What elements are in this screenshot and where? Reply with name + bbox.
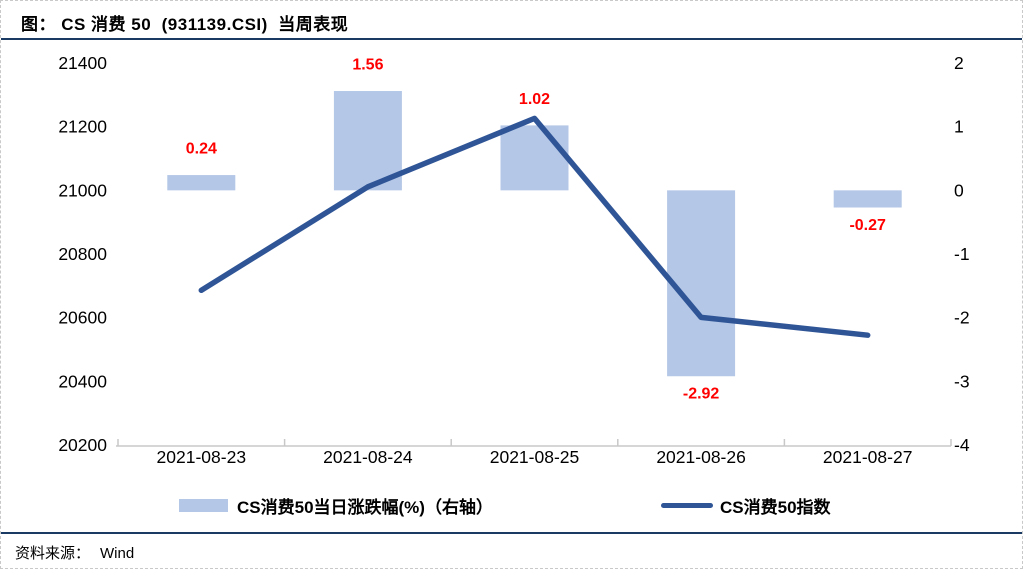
chart-area: 21400 21200 21000 20800 20600 20400 20200 2 1 0 -1… [1, 41, 1022, 532]
legend-item-line: CS消费50指数 [661, 493, 831, 518]
bar-series-swatch-icon [179, 499, 228, 512]
bar [500, 125, 569, 191]
bar-value-label: -2.92 [683, 386, 720, 403]
right-axis-tick-label: 0 [954, 180, 964, 200]
index-line [198, 115, 871, 338]
line-series-swatch-icon [661, 503, 713, 508]
x-axis-tick-label: 2021-08-27 [823, 447, 913, 467]
bar [833, 190, 902, 208]
figure-header: 图： CS 消费 50 (931139.CSI) 当周表现 [1, 1, 1022, 40]
left-axis-tick-label: 20600 [58, 308, 107, 328]
bar [167, 175, 236, 191]
figure-title: 图： CS 消费 50 (931139.CSI) 当周表现 [21, 15, 349, 34]
bar-value-label: -0.27 [849, 217, 886, 234]
right-axis-tick-label: -2 [954, 308, 970, 328]
source-label: 资料来源： [15, 546, 91, 562]
right-axis-tick-label: 2 [954, 53, 964, 73]
source-value: Wind [100, 545, 135, 562]
bar [667, 190, 736, 377]
right-axis-tick-label: -3 [954, 371, 970, 391]
left-axis-tick-label: 20200 [58, 435, 107, 455]
x-axis-tick-label: 2021-08-24 [323, 447, 413, 467]
figure-footer: 资料来源： Wind [1, 532, 1022, 568]
right-axis-tick-label: 1 [954, 117, 964, 137]
left-axis-tick-label: 21000 [58, 180, 107, 200]
bar-value-label: 0.24 [186, 141, 217, 158]
legend: CS消费50当日涨跌幅(%)（右轴） CS消费50指数 [1, 493, 1022, 523]
chart-plot: 21400 21200 21000 20800 20600 20400 20200 2 1 0 -1… [58, 53, 970, 467]
source-note: 资料来源： Wind [15, 542, 134, 563]
left-axis-tick-label: 21400 [58, 53, 107, 73]
right-axis-tick-label: -4 [954, 435, 970, 455]
legend-label-bars: CS消费50当日涨跌幅(%)（右轴） [237, 498, 493, 517]
bar-value-label: 1.56 [352, 57, 383, 74]
right-axis-tick-label: -1 [954, 244, 970, 264]
left-axis-tick-label: 20400 [58, 371, 107, 391]
legend-item-bars: CS消费50当日涨跌幅(%)（右轴） [179, 493, 493, 518]
x-axis-tick-label: 2021-08-26 [656, 447, 746, 467]
left-axis-tick-label: 21200 [58, 117, 107, 137]
x-axis-tick-label: 2021-08-23 [157, 447, 247, 467]
x-axis-tick-label: 2021-08-25 [490, 447, 580, 467]
left-axis-tick-label: 20800 [58, 244, 107, 264]
bar [333, 91, 402, 191]
bar-value-label: 1.02 [519, 91, 550, 108]
legend-label-line: CS消费50指数 [720, 498, 831, 517]
